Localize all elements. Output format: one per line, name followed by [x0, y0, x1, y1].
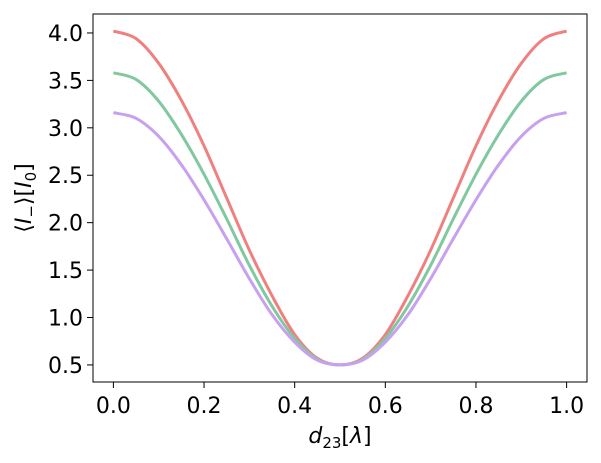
y-axis-label-close: ⟩: [12, 196, 37, 205]
y-tick-label: 1.5: [48, 259, 83, 284]
x-tick-label: 0.6: [368, 394, 403, 419]
y-tick-label: 2.5: [48, 164, 83, 189]
y-tick-label: 2.0: [48, 212, 83, 237]
x-tick-label: 0.8: [458, 394, 493, 419]
x-axis-label-close-bracket: ]: [363, 424, 372, 449]
x-axis-label-open-bracket: [: [341, 424, 350, 449]
x-axis-label-unit: λ: [349, 424, 363, 449]
series-line-3: [113, 111, 567, 367]
y-tick-label: 3.0: [48, 117, 83, 142]
y-axis-ticks: 0.5 1.0 1.5 2.0 2.5 3.0 3.5 4.0: [48, 22, 93, 379]
y-tick-label: 1.0: [48, 307, 83, 332]
x-axis-label: d23[λ]: [308, 424, 371, 452]
x-axis-label-var: d: [308, 424, 323, 449]
series-layer: [112, 29, 568, 367]
y-axis-label-unit-sub: 0: [22, 172, 40, 182]
x-axis-ticks: 0.0 0.2 0.4 0.6 0.8 1.0: [96, 382, 584, 419]
x-axis-label-sub: 23: [322, 434, 341, 452]
y-axis-label-var: I: [12, 218, 37, 225]
y-tick-label: 3.5: [48, 69, 83, 94]
y-axis-label-close-bracket: ]: [12, 163, 37, 172]
x-tick-label: 0.0: [96, 394, 131, 419]
y-axis-label: ⟨I−⟩[I0]: [12, 163, 40, 233]
x-tick-label: 1.0: [549, 394, 584, 419]
y-axis-label-open-bracket: [: [12, 188, 37, 197]
y-tick-label: 4.0: [48, 22, 83, 47]
y-axis-label-unit-var: I: [12, 181, 37, 188]
plot-frame: [92, 13, 588, 383]
x-tick-label: 0.4: [277, 394, 312, 419]
y-tick-label: 0.5: [48, 354, 83, 379]
y-axis-label-open: ⟨: [12, 224, 37, 233]
y-axis-label-sub: −: [22, 205, 40, 218]
x-tick-label: 0.2: [187, 394, 222, 419]
